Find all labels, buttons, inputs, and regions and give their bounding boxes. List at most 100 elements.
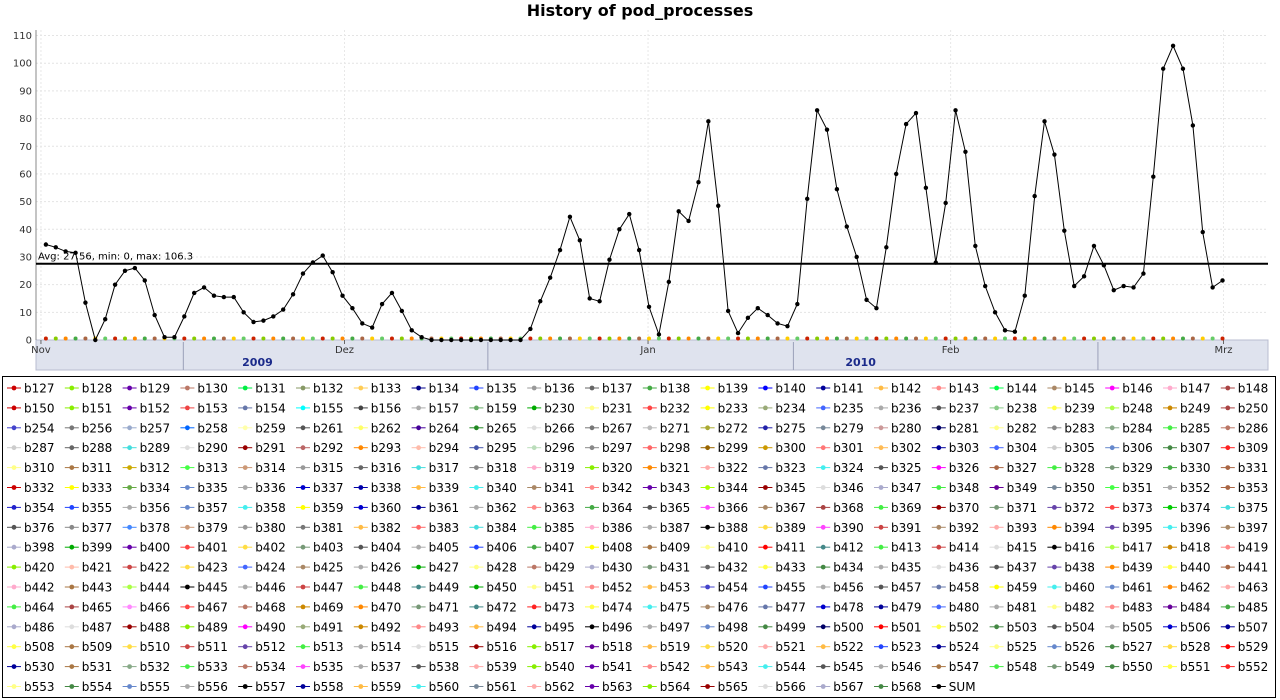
legend-dot-marker [11,584,17,590]
legend-dot-marker [1109,425,1115,431]
legend-label: b446 [255,581,286,595]
legend-dot-marker [300,664,306,669]
series-zero-point [1042,336,1047,341]
legend-item: b487 [64,620,112,634]
legend-label: b297 [602,441,633,455]
legend-item: b292 [296,441,344,455]
legend-dot-marker [358,465,364,470]
legend-item: b397 [1220,521,1268,535]
legend-dot-marker [358,505,364,510]
series-zero-point [1101,336,1106,341]
sum-point [903,121,909,127]
legend-label: b249 [1180,401,1211,415]
legend-item: b427 [411,561,459,575]
legend-item: b230 [527,401,575,415]
legend-dot-marker [127,664,132,669]
legend-dot-marker [763,684,768,689]
legend-item: b376 [7,521,55,535]
legend-dot-marker [647,684,653,689]
legend-label: b504 [1064,620,1095,634]
legend-label: b517 [544,640,575,654]
legend-label: b348 [949,481,980,495]
legend-label: b403 [313,541,344,555]
legend-label: b455 [775,581,806,595]
legend-label: b372 [1064,501,1095,515]
legend-dot-marker [589,644,595,650]
legend-label: b239 [1064,401,1095,415]
x-month-label: Mrz [1215,345,1233,356]
legend-label: b442 [24,581,55,595]
legend-item: b517 [527,640,575,654]
legend-dot-marker [936,445,942,451]
legend-dot-marker [127,524,132,530]
legend-label: b152 [140,401,171,415]
legend-label: b370 [949,501,980,515]
legend-label: b499 [775,620,806,634]
series-zero-point [152,336,157,341]
legend-label: b355 [82,501,113,515]
legend-item: b424 [238,561,286,575]
legend-item: b464 [7,600,55,614]
legend-item: b526 [1047,640,1095,654]
legend-label: b538 [429,660,460,674]
series-zero-point [300,336,305,341]
sum-point [953,108,958,113]
legend-label: b451 [544,581,575,595]
legend-dot-marker [185,524,190,530]
legend-label: b417 [1122,541,1153,555]
legend-dot-marker [878,445,884,451]
legend-item: b459 [989,581,1037,595]
legend-dot-marker [11,505,17,510]
legend-item: b143 [931,382,979,396]
legend-dot-marker [185,644,190,650]
legend-label: b248 [1122,401,1153,415]
legend-label: b507 [1238,620,1269,634]
legend-item: b494 [469,620,517,634]
legend-dot-marker [1225,485,1231,490]
legend-dot-marker [589,624,595,630]
legend-dot-marker [705,524,710,530]
sum-point [1151,174,1156,179]
legend-label: b159 [486,401,517,415]
legend-dot-marker [300,425,306,431]
legend-item: b337 [296,481,344,495]
legend-item: b533 [180,660,228,674]
legend-dot-marker [1109,604,1115,610]
legend-label: b552 [1238,660,1269,674]
legend-item: b446 [238,581,286,595]
legend-item: b442 [7,581,55,595]
legend-item: b413 [874,541,922,555]
sum-point [636,247,642,253]
legend-dot-marker [531,664,537,669]
sum-point [567,214,573,220]
legend-item: b333 [64,481,113,495]
legend-dot-marker [416,584,421,590]
legend-dot-marker [242,465,248,470]
legend-dot-marker [242,604,248,610]
sum-point [419,335,424,340]
legend-dot-marker [185,385,190,391]
legend-label: b414 [949,541,980,555]
sum-point [557,247,563,253]
sum-point [300,271,306,276]
legend-label: b333 [82,481,113,495]
legend-item: b554 [64,680,112,694]
legend-item: b402 [238,541,286,555]
legend-dot-marker [474,544,479,550]
legend-label: b275 [775,421,806,435]
legend-item: b447 [296,581,344,595]
legend-label: b396 [1180,521,1211,535]
legend-dot-marker [416,405,421,411]
legend-item: b524 [931,640,979,654]
legend-dot-marker [994,445,999,451]
sum-point [716,203,721,208]
legend-label: b127 [24,382,55,396]
legend-item: b145 [1047,382,1095,396]
legend-dot-marker [1167,624,1173,630]
legend-item: b537 [353,660,401,674]
legend-label: b434 [833,561,864,575]
legend-label: b365 [660,501,691,515]
sum-line [45,44,1223,342]
legend-item: b283 [1047,421,1095,435]
legend-label: b303 [949,441,980,455]
